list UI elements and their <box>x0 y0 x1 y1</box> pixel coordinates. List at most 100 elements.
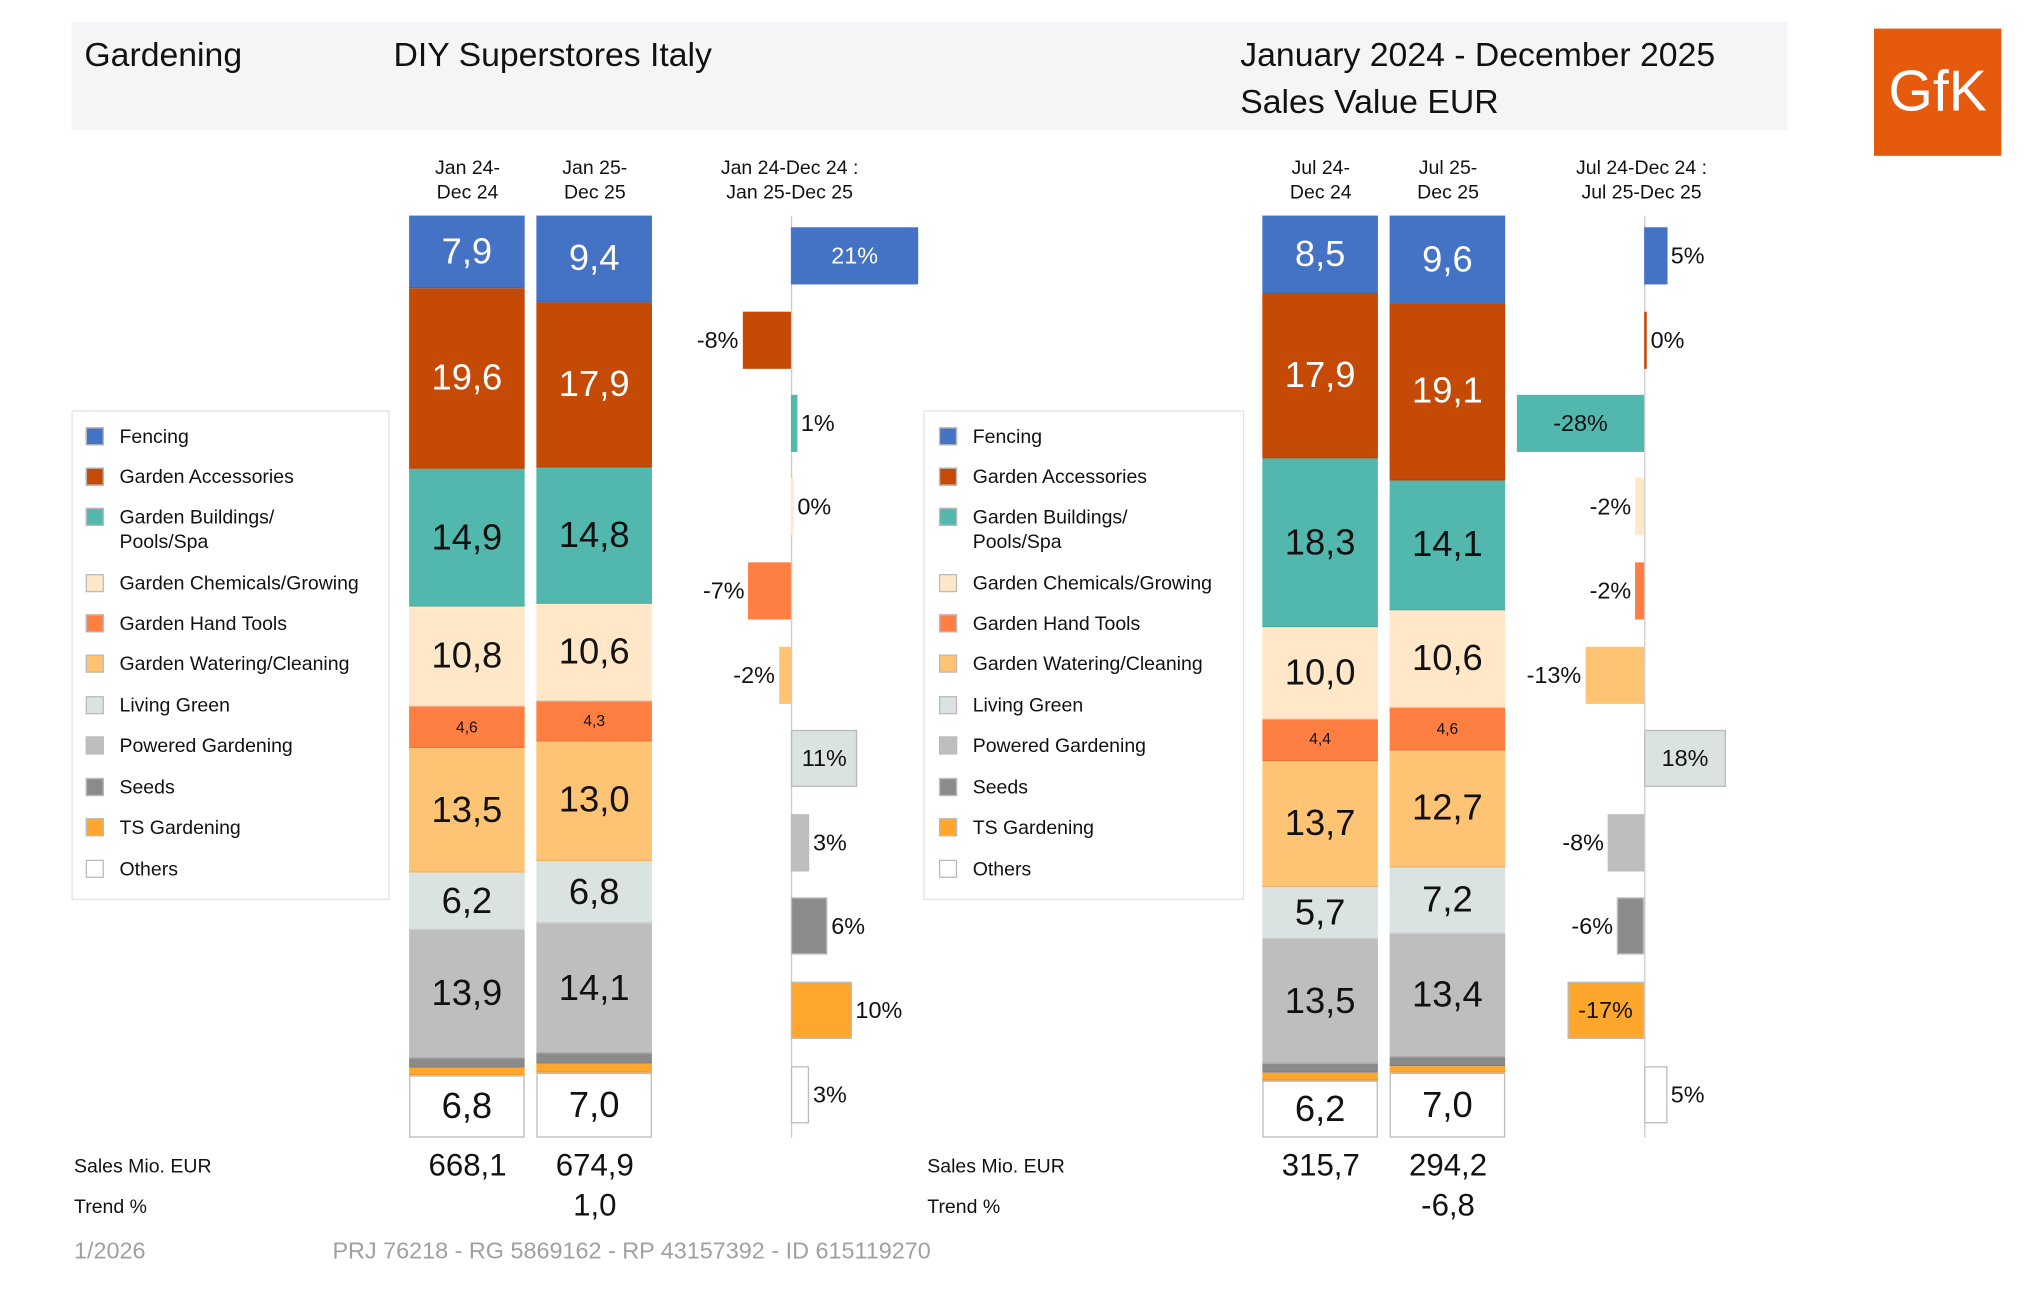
trend-value: 1,0 <box>573 1188 617 1224</box>
legend-label: Garden Hand Tools <box>972 612 1141 636</box>
period-title: January 2024 - December 2025 <box>1240 35 1716 75</box>
bar-segment: 19,1 <box>1389 304 1506 481</box>
change-axis <box>790 215 793 1138</box>
legend-swatch <box>938 736 958 755</box>
bar-segment: 7,0 <box>536 1073 652 1138</box>
legend-swatch <box>938 507 958 526</box>
legend-label: Living Green <box>119 694 230 717</box>
change-bar <box>1566 981 1645 1039</box>
change-bar <box>790 981 852 1039</box>
bar-segment: 13,4 <box>1389 933 1506 1058</box>
bar-segment: 6,8 <box>409 1074 525 1138</box>
legend-swatch <box>85 427 104 446</box>
bar-segment: 18,3 <box>1262 459 1378 628</box>
footer-ids: PRJ 76218 - RG 5869162 - RP 43157392 - I… <box>332 1237 931 1264</box>
bar-segment: 4,4 <box>1262 719 1378 761</box>
change-label: 5% <box>1670 1081 1705 1108</box>
bar-segment: 17,9 <box>536 302 652 468</box>
bar-segment <box>1389 1057 1506 1066</box>
legend-swatch <box>938 818 958 837</box>
change-bar <box>790 1066 810 1124</box>
legend-label: Seeds <box>119 776 175 799</box>
legend-swatch <box>85 818 104 837</box>
bar-segment: 7,2 <box>1389 867 1506 934</box>
change-bar <box>1635 477 1645 536</box>
change-label: -28% <box>1553 410 1608 437</box>
bar-segment: 17,9 <box>1262 293 1378 459</box>
change-bar <box>790 477 794 536</box>
change-label: -8% <box>696 327 739 354</box>
legend-right <box>923 410 1245 900</box>
change-label: 11% <box>801 745 847 772</box>
change-bar <box>790 897 828 955</box>
bar-segment: 14,8 <box>536 467 652 604</box>
bar-segment <box>409 1058 525 1068</box>
bar-segment: 10,6 <box>1389 610 1506 708</box>
sales-value: 668,1 <box>428 1148 507 1184</box>
change-bar <box>1516 394 1645 452</box>
change-label: 3% <box>812 829 847 856</box>
change-label: 5% <box>1670 242 1705 269</box>
change-label: 21% <box>831 242 878 269</box>
bar-segment: 8,5 <box>1262 215 1378 294</box>
legend-swatch <box>85 696 104 715</box>
gfk-logo: GfK <box>1874 28 2002 156</box>
change-bar <box>1644 1066 1667 1124</box>
bar-segment: 10,6 <box>536 603 652 702</box>
bar-segment: 9,6 <box>1389 215 1506 305</box>
legend-label: TS Gardening <box>972 816 1095 839</box>
sales-label-left: Sales Mio. EUR <box>74 1155 212 1178</box>
legend-label: Others <box>972 858 1032 881</box>
change-label: 18% <box>1661 745 1709 772</box>
change-bar <box>778 646 791 704</box>
legend-swatch <box>938 859 958 878</box>
column-header: Jul 25- Dec 25 <box>1417 157 1479 204</box>
legend-swatch <box>938 574 958 593</box>
column-header: Jan 25- Dec 25 <box>562 157 628 204</box>
legend-label: Powered Gardening <box>972 735 1147 758</box>
change-label: -2% <box>733 662 775 689</box>
legend-label: Fencing <box>119 425 189 449</box>
legend-label: Garden Chemicals/Growing <box>972 572 1213 595</box>
legend-label: Garden Hand Tools <box>119 612 287 636</box>
change-bar <box>748 562 791 620</box>
legend-label: Living Green <box>972 694 1084 717</box>
change-label: 10% <box>855 997 903 1024</box>
legend-label: Garden Chemicals/Growing <box>119 572 359 595</box>
channel-title: DIY Superstores Italy <box>393 35 712 75</box>
change-bar <box>742 311 791 369</box>
legend-swatch <box>938 427 958 446</box>
change-label: -2% <box>1589 493 1632 520</box>
legend-swatch <box>85 777 104 797</box>
legend-label: Seeds <box>972 776 1028 799</box>
change-label: -8% <box>1562 829 1604 856</box>
bar-segment: 6,8 <box>536 861 652 924</box>
legend-label: Garden Buildings/ Pools/Spa <box>972 506 1128 554</box>
bar-segment: 14,1 <box>536 923 652 1054</box>
bar-segment: 4,6 <box>409 706 525 749</box>
bar-segment: 13,0 <box>536 741 652 862</box>
legend-swatch <box>85 736 104 755</box>
change-label: 3% <box>812 1081 847 1108</box>
sales-label-right: Sales Mio. EUR <box>927 1155 1065 1178</box>
legend-swatch <box>938 614 958 633</box>
trend-label-right: Trend % <box>927 1196 1001 1219</box>
bar-segment: 13,9 <box>409 930 525 1059</box>
legend-swatch <box>85 507 104 526</box>
bar-segment: 6,2 <box>409 873 525 931</box>
change-label: -7% <box>702 577 745 604</box>
footer-date: 1/2026 <box>74 1237 146 1264</box>
change-label: 0% <box>797 493 832 520</box>
sales-value: 315,7 <box>1281 1148 1360 1184</box>
change-bar <box>1585 646 1645 704</box>
bar-segment: 5,7 <box>1262 886 1378 940</box>
bar-segment <box>409 1067 525 1075</box>
bar-segment <box>1262 1063 1378 1074</box>
legend-label: Others <box>119 858 178 881</box>
bar-segment: 14,9 <box>409 469 525 607</box>
bar-segment: 13,5 <box>409 748 525 874</box>
trend-value: -6,8 <box>1421 1188 1475 1224</box>
change-bar <box>790 394 797 452</box>
change-axis <box>1644 215 1646 1138</box>
change-bar <box>1644 227 1667 285</box>
